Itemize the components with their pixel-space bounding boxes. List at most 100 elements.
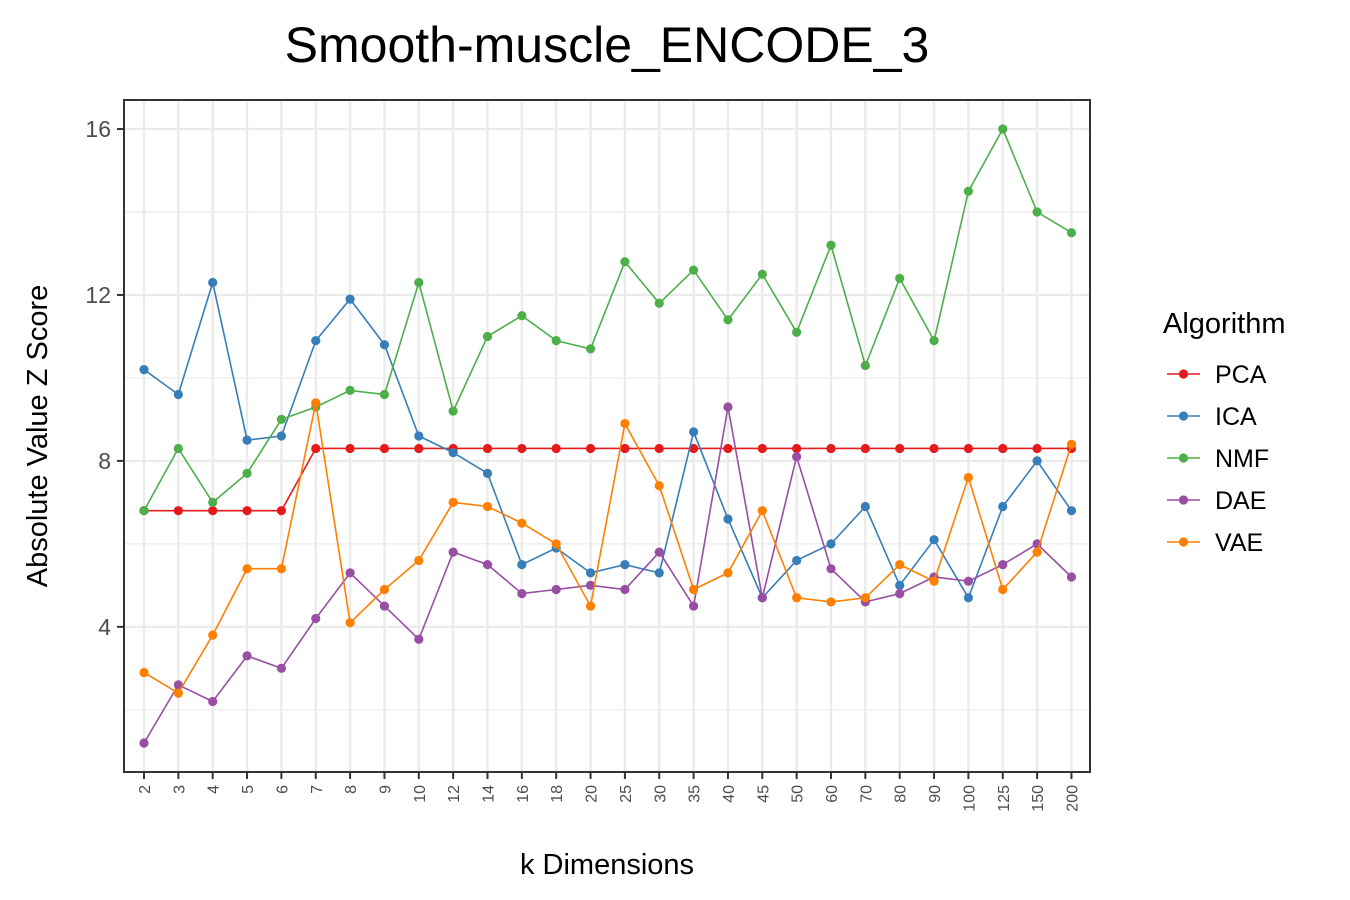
x-tick-label: 8 bbox=[343, 785, 360, 794]
plot-border bbox=[123, 99, 1091, 773]
data-point-nmf bbox=[689, 265, 699, 275]
data-point-vae bbox=[242, 564, 252, 574]
series-ica bbox=[139, 277, 1077, 603]
x-tick-label: 125 bbox=[996, 785, 1013, 812]
data-point-vae bbox=[620, 418, 630, 429]
x-tick-label: 6 bbox=[274, 785, 291, 794]
data-point-vae bbox=[482, 501, 493, 512]
data-point-ica bbox=[860, 501, 870, 512]
x-tick-label: 10 bbox=[412, 785, 429, 803]
data-point-dae bbox=[723, 402, 733, 412]
data-point-pca bbox=[551, 443, 561, 454]
data-point-nmf bbox=[482, 331, 493, 342]
x-tick-label: 150 bbox=[1030, 785, 1047, 812]
data-point-dae bbox=[517, 589, 527, 599]
data-point-dae bbox=[345, 568, 355, 578]
data-point-vae bbox=[208, 630, 218, 640]
data-point-dae bbox=[998, 559, 1008, 570]
legend-key-point bbox=[1178, 537, 1189, 547]
data-point-ica bbox=[792, 555, 802, 566]
data-point-vae bbox=[311, 398, 321, 408]
data-point-dae bbox=[1066, 572, 1077, 582]
data-point-pca bbox=[757, 443, 767, 454]
data-point-nmf bbox=[448, 406, 458, 416]
x-tick-label: 14 bbox=[481, 785, 498, 803]
legend-label: NMF bbox=[1215, 445, 1269, 473]
x-tick-label: 12 bbox=[446, 785, 463, 803]
x-tick-label: 80 bbox=[893, 785, 910, 803]
legend-item-nmf: NMF bbox=[1167, 445, 1269, 473]
data-point-pca bbox=[895, 443, 905, 454]
data-point-vae bbox=[826, 597, 836, 607]
data-point-ica bbox=[208, 277, 218, 288]
data-point-dae bbox=[208, 696, 218, 707]
data-point-pca bbox=[585, 443, 596, 454]
data-point-dae bbox=[654, 547, 664, 557]
x-tick-label: 25 bbox=[618, 785, 635, 803]
data-point-ica bbox=[895, 580, 905, 590]
data-point-dae bbox=[620, 584, 630, 595]
data-point-ica bbox=[311, 335, 321, 346]
y-tick-label: 4 bbox=[98, 614, 111, 640]
x-tick-label: 90 bbox=[927, 785, 944, 803]
data-point-ica bbox=[620, 559, 630, 570]
data-point-vae bbox=[757, 506, 767, 516]
data-point-pca bbox=[242, 506, 252, 516]
data-point-nmf bbox=[723, 315, 733, 325]
data-point-dae bbox=[242, 651, 252, 661]
data-point-ica bbox=[379, 340, 390, 350]
legend-label: DAE bbox=[1215, 487, 1266, 515]
data-point-vae bbox=[1032, 547, 1042, 557]
data-point-nmf bbox=[620, 257, 630, 267]
data-point-nmf bbox=[654, 298, 664, 308]
data-point-dae bbox=[689, 601, 699, 611]
data-point-dae bbox=[895, 589, 905, 599]
data-point-nmf bbox=[345, 385, 355, 395]
data-point-vae bbox=[345, 618, 355, 628]
x-tick-label: 40 bbox=[721, 785, 738, 803]
data-point-pca bbox=[517, 443, 527, 454]
series-layer bbox=[139, 124, 1077, 748]
data-point-vae bbox=[517, 518, 527, 528]
data-point-pca bbox=[379, 443, 390, 454]
x-tick-label: 7 bbox=[309, 785, 326, 794]
data-point-ica bbox=[173, 389, 183, 400]
data-point-nmf bbox=[208, 497, 218, 507]
data-point-nmf bbox=[242, 468, 252, 478]
data-point-vae bbox=[963, 472, 974, 483]
legend-key-point bbox=[1178, 369, 1189, 379]
x-tick-label: 35 bbox=[687, 785, 704, 803]
y-axis: 4 8 12 16 bbox=[85, 116, 124, 640]
data-point-ica bbox=[139, 365, 149, 375]
x-tick-label: 9 bbox=[377, 785, 394, 794]
y-tick-label: 12 bbox=[85, 282, 111, 308]
data-point-ica bbox=[723, 514, 733, 524]
data-point-nmf bbox=[379, 389, 390, 400]
data-point-ica bbox=[585, 568, 596, 578]
data-point-vae bbox=[860, 593, 870, 603]
data-point-dae bbox=[448, 547, 458, 557]
data-point-vae bbox=[654, 481, 664, 491]
x-tick-label: 2 bbox=[137, 785, 154, 794]
data-point-ica bbox=[929, 535, 939, 545]
x-axis: 2 3 4 5 6 7 8 9 10 12 14 16 18 20 25 30 35 40 45 50 60 70 80 90… bbox=[137, 772, 1081, 812]
data-point-nmf bbox=[929, 335, 939, 346]
data-point-nmf bbox=[860, 360, 870, 371]
data-point-ica bbox=[654, 568, 664, 578]
legend-item-dae: DAE bbox=[1167, 487, 1266, 515]
data-point-dae bbox=[792, 452, 802, 462]
data-point-pca bbox=[208, 506, 218, 516]
data-point-pca bbox=[998, 443, 1008, 454]
data-point-pca bbox=[620, 443, 630, 454]
y-tick-label: 16 bbox=[85, 116, 111, 142]
data-point-pca bbox=[929, 443, 939, 454]
data-point-vae bbox=[276, 564, 286, 574]
data-point-nmf bbox=[826, 240, 836, 250]
data-point-pca bbox=[345, 443, 355, 454]
y-tick-label: 8 bbox=[98, 448, 111, 474]
legend-key-point bbox=[1178, 411, 1189, 421]
data-point-nmf bbox=[792, 327, 802, 337]
data-point-dae bbox=[551, 584, 561, 595]
legend-label: ICA bbox=[1215, 403, 1257, 431]
